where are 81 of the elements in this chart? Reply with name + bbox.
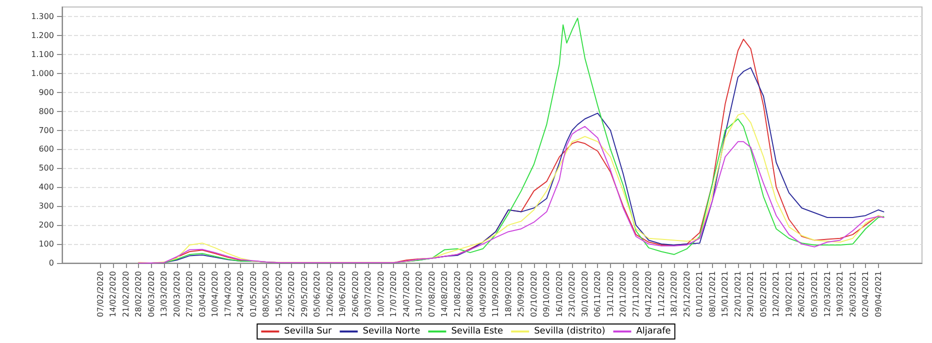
x-tick-label: 02/10/2020 [529,271,538,318]
x-tick-label: 26/06/2020 [350,271,360,318]
x-tick-label: 05/06/2020 [312,271,322,318]
x-tick-label: 27/11/2020 [631,271,640,318]
x-tick-label: 15/05/2020 [274,271,284,318]
x-tick-label: 21/08/2020 [452,271,462,318]
y-tick-label: 1.000 [31,68,54,78]
x-tick-label: 25/09/2020 [516,271,526,318]
legend-label: Sevilla Este [451,326,504,336]
x-tick-label: 26/02/2021 [797,271,806,318]
x-tick-label: 19/03/2021 [836,271,845,318]
x-tick-label: 16/10/2020 [554,271,564,318]
x-tick-label: 24/07/2020 [402,271,411,318]
x-tick-label: 01/01/2021 [695,271,704,318]
x-tick-label: 19/06/2020 [338,271,348,318]
y-tick-label: 700 [38,126,54,135]
legend-label: Sevilla (distrito) [534,326,606,336]
x-tick-label: 17/07/2020 [389,271,398,318]
y-tick-label: 1.100 [31,50,54,59]
x-tick-label: 13/11/2020 [606,271,615,318]
y-tick-label: 1.200 [31,30,54,40]
x-tick-label: 07/02/2020 [96,271,105,318]
x-tick-label: 28/08/2020 [466,271,475,318]
x-tick-label: 12/02/2021 [772,271,781,318]
x-tick-label: 07/08/2020 [427,271,436,318]
y-tick-label: 0 [48,258,54,268]
legend-label: Sevilla Norte [362,326,421,336]
x-tick-label: 06/11/2020 [593,271,602,318]
y-tick-label: 600 [38,144,54,154]
x-tick-label: 28/02/2020 [134,271,144,318]
y-tick-label: 400 [38,182,54,192]
x-tick-label: 02/04/2021 [861,271,870,318]
x-tick-label: 09/10/2020 [542,271,552,318]
y-tick-label: 100 [38,240,54,249]
x-tick-label: 03/07/2020 [364,271,373,318]
x-tick-label: 31/07/2020 [414,271,424,318]
x-tick-label: 04/12/2020 [644,271,654,318]
x-tick-label: 13/03/2020 [160,271,169,318]
x-tick-label: 08/01/2021 [708,271,717,318]
x-tick-label: 10/04/2020 [210,271,220,318]
x-tick-label: 06/03/2020 [146,271,156,318]
x-tick-label: 11/12/2020 [656,271,666,318]
legend-label: Sevilla Sur [284,326,332,336]
x-tick-label: 19/02/2021 [784,271,794,318]
x-tick-label: 05/02/2021 [758,271,768,318]
x-tick-label: 23/10/2020 [568,271,577,318]
x-tick-label: 09/04/2021 [874,271,883,318]
x-tick-label: 22/01/2021 [733,271,742,318]
x-tick-label: 20/03/2020 [172,271,182,318]
x-tick-label: 18/09/2020 [504,271,513,318]
legend-label: Aljarafe [636,326,672,336]
x-tick-label: 29/05/2020 [300,271,309,318]
x-tick-label: 12/06/2020 [325,271,334,318]
x-tick-label: 04/09/2020 [478,271,488,318]
x-tick-label: 25/12/2020 [682,271,692,318]
x-tick-label: 22/05/2020 [287,271,296,318]
x-tick-label: 10/07/2020 [376,271,386,318]
x-tick-label: 12/03/2021 [822,271,832,318]
x-tick-label: 15/01/2021 [720,271,730,318]
x-tick-label: 05/03/2021 [810,271,819,318]
x-tick-label: 14/08/2020 [440,271,450,318]
x-tick-label: 30/10/2020 [580,271,590,318]
x-tick-label: 08/05/2020 [262,271,271,318]
x-tick-label: 27/03/2020 [185,271,194,318]
x-tick-label: 20/11/2020 [618,271,628,318]
y-tick-label: 200 [38,220,54,230]
y-tick-label: 800 [38,106,54,116]
x-tick-label: 11/09/2020 [491,271,500,318]
x-tick-label: 24/04/2020 [236,271,246,318]
x-tick-label: 01/05/2020 [248,271,258,318]
x-tick-label: 18/12/2020 [670,271,679,318]
x-tick-label: 17/04/2020 [223,271,232,318]
x-tick-label: 21/02/2020 [121,271,130,318]
y-tick-label: 300 [38,202,54,211]
y-tick-label: 1.300 [31,12,54,21]
x-tick-label: 14/02/2020 [108,271,118,318]
y-tick-label: 900 [38,88,54,97]
x-tick-label: 29/01/2021 [746,271,756,318]
x-tick-label: 03/04/2020 [198,271,207,318]
y-tick-label: 500 [38,164,54,173]
x-tick-label: 26/03/2021 [848,271,858,318]
